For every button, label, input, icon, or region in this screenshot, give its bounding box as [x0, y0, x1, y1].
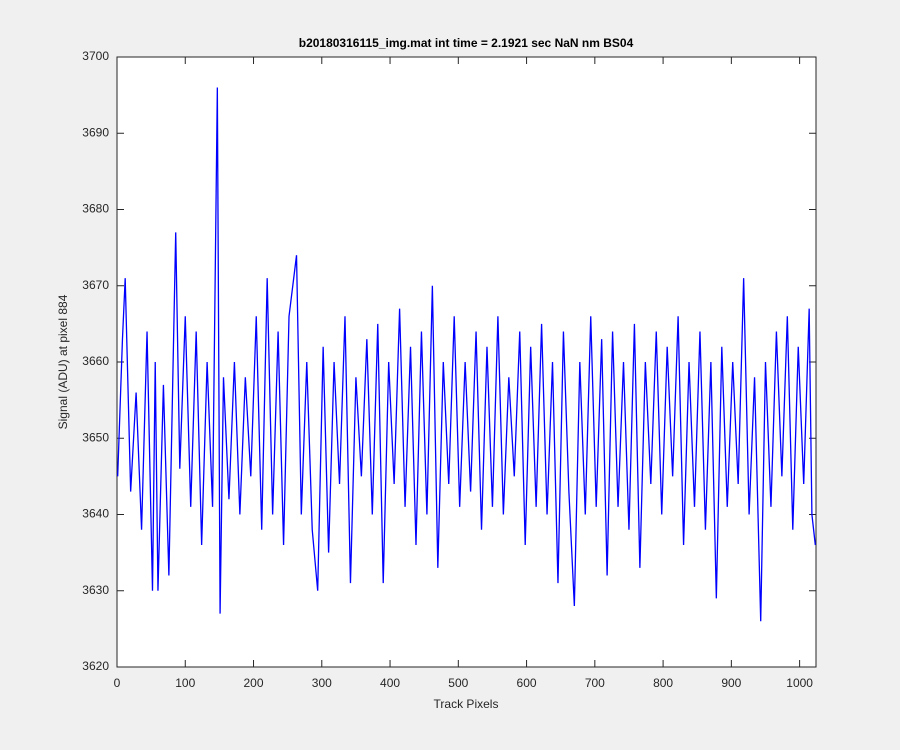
data-line: [117, 87, 816, 622]
x-tick-label: 500: [448, 676, 468, 690]
y-axis-label: Signal (ADU) at pixel 884: [56, 294, 70, 429]
y-tick-label: 3700: [82, 49, 109, 63]
x-axis-label: Track Pixels: [434, 697, 499, 711]
y-tick-label: 3660: [82, 354, 109, 368]
y-tick-label: 3680: [82, 202, 109, 216]
y-tick-label: 3690: [82, 125, 109, 139]
x-tick-label: 900: [721, 676, 741, 690]
x-tick-label: 0: [114, 676, 121, 690]
x-tick-label: 1000: [786, 676, 813, 690]
x-tick-label: 300: [312, 676, 332, 690]
y-tick-label: 3640: [82, 507, 109, 521]
y-tick-label: 3620: [82, 659, 109, 673]
x-tick-label: 100: [175, 676, 195, 690]
y-tick-label: 3670: [82, 278, 109, 292]
chart-title: b20180316115_img.mat int time = 2.1921 s…: [299, 36, 634, 50]
y-tick-label: 3650: [82, 430, 109, 444]
x-tick-label: 700: [585, 676, 605, 690]
x-tick-label: 600: [517, 676, 537, 690]
y-tick-label: 3630: [82, 583, 109, 597]
x-tick-label: 800: [653, 676, 673, 690]
x-tick-label: 200: [244, 676, 264, 690]
x-tick-label: 400: [380, 676, 400, 690]
